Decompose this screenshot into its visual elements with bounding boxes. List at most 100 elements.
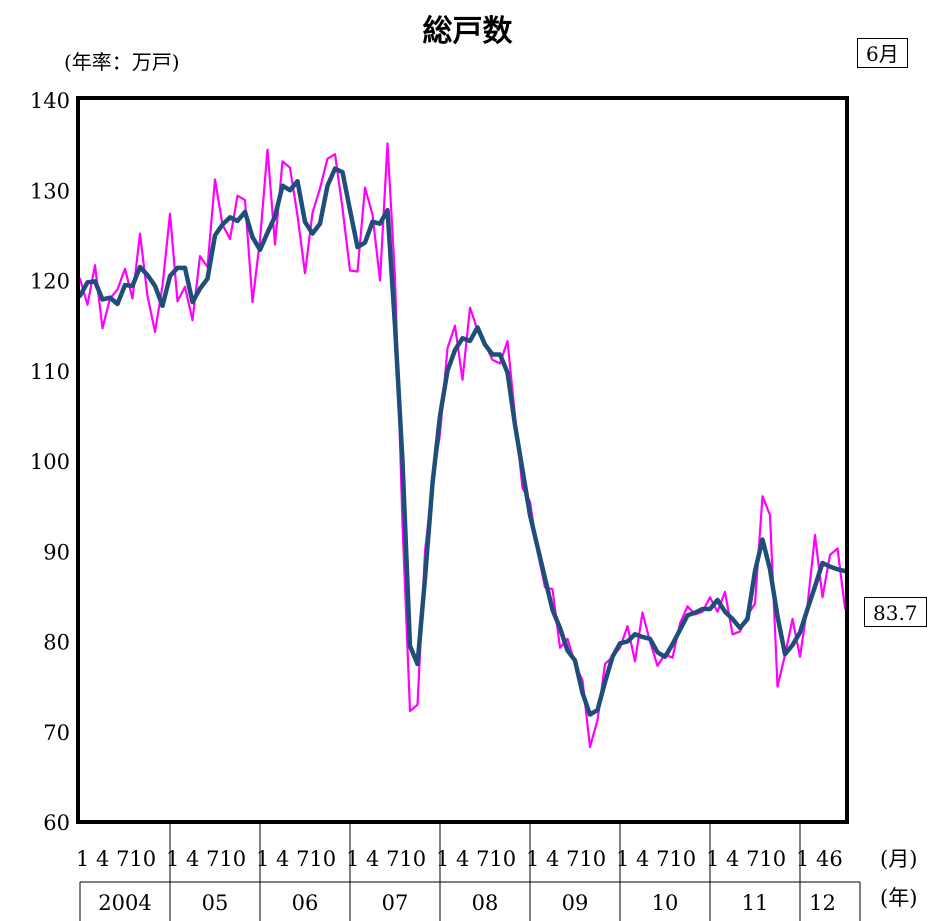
trend-point (379, 223, 381, 225)
trend-point (289, 189, 291, 191)
trend-point (717, 599, 719, 601)
trend-point (642, 636, 644, 638)
trend-point (514, 424, 516, 426)
y-tick-label: 70 (43, 721, 70, 745)
monthly-point (837, 548, 839, 550)
month-axis-label: (月) (880, 847, 917, 871)
trend-point (574, 660, 576, 662)
trend-point (739, 627, 741, 629)
year-label: 05 (202, 891, 229, 915)
trend-point (199, 288, 201, 290)
trend-point (424, 578, 426, 580)
monthly-point (822, 596, 824, 598)
monthly-point (282, 161, 284, 163)
monthly-point (327, 158, 329, 160)
monthly-point (462, 379, 464, 381)
trend-point (559, 627, 561, 629)
monthly-point (672, 657, 674, 659)
monthly-point (289, 167, 291, 169)
trend-point (837, 569, 839, 571)
trend-point (282, 185, 284, 187)
year-label: 2004 (98, 891, 151, 915)
trend-point (762, 539, 764, 541)
trend-point (724, 611, 726, 613)
trend-point (567, 650, 569, 652)
monthly-point (417, 704, 419, 706)
monthly-point (312, 212, 314, 214)
trend-point (357, 246, 359, 248)
trend-point (417, 663, 419, 665)
monthly-point (237, 195, 239, 197)
trend-point (349, 209, 351, 211)
monthly-point (769, 514, 771, 516)
trend-point (409, 645, 411, 647)
trend-point (777, 615, 779, 617)
trend-point (342, 171, 344, 173)
monthly-point (304, 272, 306, 274)
trend-point (702, 608, 704, 610)
year-label: 08 (472, 891, 499, 915)
monthly-point (409, 710, 411, 712)
x-axis-labels: 1 4 710 2004 1 4 710 05 1 4 710 06 1 4 710 07 1 … (76, 847, 917, 915)
monthly-point (732, 633, 734, 635)
year-axis-label: (年) (880, 886, 917, 910)
trend-series (77, 166, 848, 717)
trend-point (709, 608, 711, 610)
monthly-line (78, 142, 847, 749)
monthly-point (184, 286, 186, 288)
trend-point (402, 460, 404, 462)
monthly-point (132, 298, 134, 300)
monthly-point (687, 606, 689, 608)
trend-line (77, 166, 848, 717)
series-layer (77, 142, 848, 749)
trend-point (192, 301, 194, 303)
y-tick-label: 130 (30, 179, 70, 203)
monthly-point (199, 255, 201, 257)
trend-point (327, 185, 329, 187)
trend-point (222, 224, 224, 226)
monthly-point (139, 233, 141, 235)
trend-point (672, 643, 674, 645)
trend-point (657, 652, 659, 654)
monthly-point (657, 665, 659, 667)
trend-point (732, 618, 734, 620)
trend-point (447, 370, 449, 372)
trend-point (627, 641, 629, 643)
monthly-point (372, 214, 374, 216)
trend-point (334, 168, 336, 170)
trend-point (252, 236, 254, 238)
month-tick-label: 1 4 710 (436, 847, 516, 871)
monthly-point (709, 596, 711, 598)
trend-point (147, 274, 149, 276)
monthly-point (634, 661, 636, 663)
monthly-point (739, 631, 741, 633)
monthly-series (78, 142, 847, 749)
y-tick-label: 100 (30, 450, 70, 474)
monthly-point (469, 307, 471, 309)
x-axis-grid (79, 822, 861, 921)
monthly-point (87, 304, 89, 306)
trend-point (132, 285, 134, 287)
trend-point (87, 282, 89, 284)
trend-point (649, 638, 651, 640)
monthly-point (492, 359, 494, 361)
trend-point (784, 653, 786, 655)
monthly-point (214, 179, 216, 181)
trend-point (432, 483, 434, 485)
trend-point (394, 325, 396, 327)
trend-point (544, 578, 546, 580)
trend-point (589, 714, 591, 716)
trend-point (439, 415, 441, 417)
monthly-point (297, 215, 299, 217)
monthly-point (162, 285, 164, 287)
monthly-point (147, 295, 149, 297)
trend-point (237, 220, 239, 222)
trend-point (537, 546, 539, 548)
trend-point (492, 354, 494, 356)
monthly-point (102, 328, 104, 330)
y-tick-label: 60 (43, 811, 70, 835)
monthly-point (252, 301, 254, 303)
trend-point (829, 566, 831, 568)
trend-point (552, 609, 554, 611)
